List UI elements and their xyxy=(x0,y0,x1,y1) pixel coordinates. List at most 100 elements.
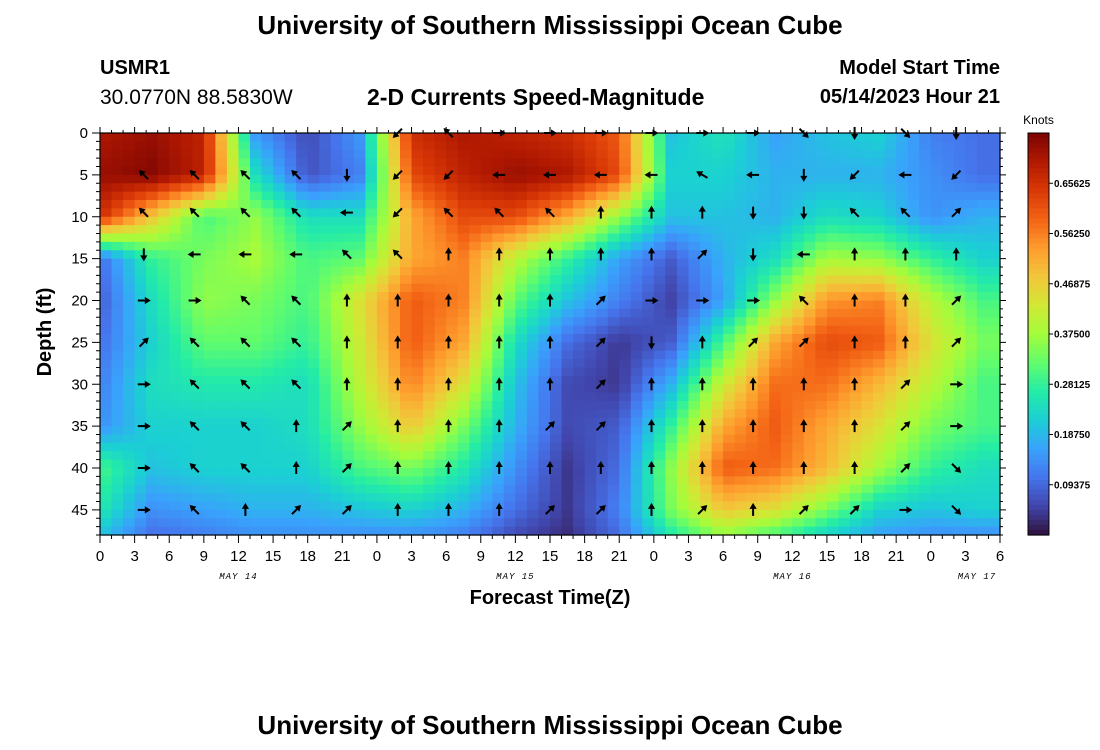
heatmap-cell xyxy=(861,258,874,268)
heatmap-cell xyxy=(319,317,332,327)
heatmap-cell xyxy=(203,200,216,209)
heatmap-cell xyxy=(226,241,240,251)
heatmap-cell xyxy=(757,518,770,528)
heatmap-cell xyxy=(319,225,332,235)
heatmap-cell xyxy=(180,417,193,427)
heatmap-cell xyxy=(284,241,297,251)
heatmap-cell xyxy=(388,359,401,369)
heatmap-cell xyxy=(215,451,228,461)
heatmap-cell xyxy=(780,300,793,310)
heatmap-cell xyxy=(226,267,240,276)
heatmap-cell xyxy=(434,174,447,184)
heatmap-cell xyxy=(826,149,840,159)
heatmap-cell xyxy=(238,342,251,352)
heatmap-cell xyxy=(284,308,297,318)
heatmap-cell xyxy=(111,392,124,402)
heatmap-cell xyxy=(700,300,713,310)
heatmap-cell xyxy=(746,401,759,410)
heatmap-cell xyxy=(376,241,390,251)
heatmap-cell xyxy=(134,200,147,209)
heatmap-cell xyxy=(676,476,690,486)
heatmap-cell xyxy=(538,401,551,410)
heatmap-cell xyxy=(930,158,943,168)
heatmap-cell xyxy=(319,334,332,343)
arrow-head xyxy=(495,419,503,426)
heatmap-cell xyxy=(815,434,828,444)
colorbar-swatch xyxy=(1028,178,1049,184)
heatmap-cell xyxy=(723,292,736,302)
heatmap-cell xyxy=(561,325,574,335)
heatmap-cell xyxy=(873,225,886,235)
heatmap-cell xyxy=(942,241,955,251)
heatmap-cell xyxy=(746,133,759,142)
x-tick-label: 15 xyxy=(819,548,836,565)
heatmap-cell xyxy=(146,476,159,486)
heatmap-cell xyxy=(550,300,563,310)
heatmap-cell xyxy=(757,225,770,235)
heatmap-cell xyxy=(480,216,493,226)
heatmap-cell xyxy=(538,233,551,243)
heatmap-cell xyxy=(700,283,713,293)
heatmap-cell xyxy=(896,501,909,511)
heatmap-cell xyxy=(215,174,228,184)
heatmap-cell xyxy=(653,208,666,218)
heatmap-cell xyxy=(480,459,493,469)
heatmap-cell xyxy=(792,434,805,444)
heatmap-cell xyxy=(146,141,159,151)
heatmap-cell xyxy=(388,241,401,251)
heatmap-cell xyxy=(711,334,724,343)
heatmap-cell xyxy=(665,434,678,444)
heatmap-cell xyxy=(203,174,216,184)
heatmap-cell xyxy=(850,183,863,193)
heatmap-cell xyxy=(111,509,124,519)
heatmap-cell xyxy=(330,216,343,226)
heatmap-cell xyxy=(965,233,978,243)
heatmap-cell xyxy=(480,384,493,394)
heatmap-cell xyxy=(723,200,736,209)
heatmap-cell xyxy=(573,258,586,268)
heatmap-cell xyxy=(965,191,978,201)
heatmap-cell xyxy=(134,459,147,469)
heatmap-cell xyxy=(457,149,470,159)
heatmap-cell xyxy=(296,283,309,293)
heatmap-cell xyxy=(746,451,759,461)
heatmap-cell xyxy=(457,350,470,360)
heatmap-cell xyxy=(411,283,424,293)
heatmap-cell xyxy=(353,334,366,343)
heatmap-cell xyxy=(930,468,943,477)
heatmap-cell xyxy=(192,208,205,218)
heatmap-cell xyxy=(203,518,216,528)
heatmap-cell xyxy=(907,401,920,410)
heatmap-cell xyxy=(411,484,424,494)
current-arrow xyxy=(698,377,706,391)
heatmap-cell xyxy=(884,325,897,335)
heatmap-cell xyxy=(826,434,840,444)
heatmap-cell xyxy=(561,468,574,477)
arrow-head xyxy=(801,504,809,512)
heatmap-cell xyxy=(642,325,655,335)
heatmap-cell xyxy=(180,174,193,184)
heatmap-cell xyxy=(169,384,182,394)
heatmap-cell xyxy=(515,451,528,461)
heatmap-cell xyxy=(400,325,413,335)
heatmap-cell xyxy=(261,493,274,503)
heatmap-cell xyxy=(319,493,332,503)
heatmap-cell xyxy=(457,300,470,310)
current-arrow xyxy=(647,419,656,433)
heatmap-cell xyxy=(400,183,413,193)
arrow-head xyxy=(189,463,197,470)
heatmap-cell xyxy=(550,484,563,494)
heatmap-cell xyxy=(180,392,193,402)
heatmap-cell xyxy=(215,233,228,243)
heatmap-cell xyxy=(469,208,482,218)
heatmap-cell xyxy=(803,342,816,352)
current-arrow xyxy=(240,295,251,306)
heatmap-cell xyxy=(550,518,563,528)
arrow-head xyxy=(647,343,656,350)
heatmap-cell xyxy=(573,509,586,519)
heatmap-cell xyxy=(434,317,447,327)
heatmap-cell xyxy=(123,468,136,477)
heatmap-cell xyxy=(619,158,632,168)
heatmap-cell xyxy=(423,216,436,226)
heatmap-cell xyxy=(388,200,401,209)
